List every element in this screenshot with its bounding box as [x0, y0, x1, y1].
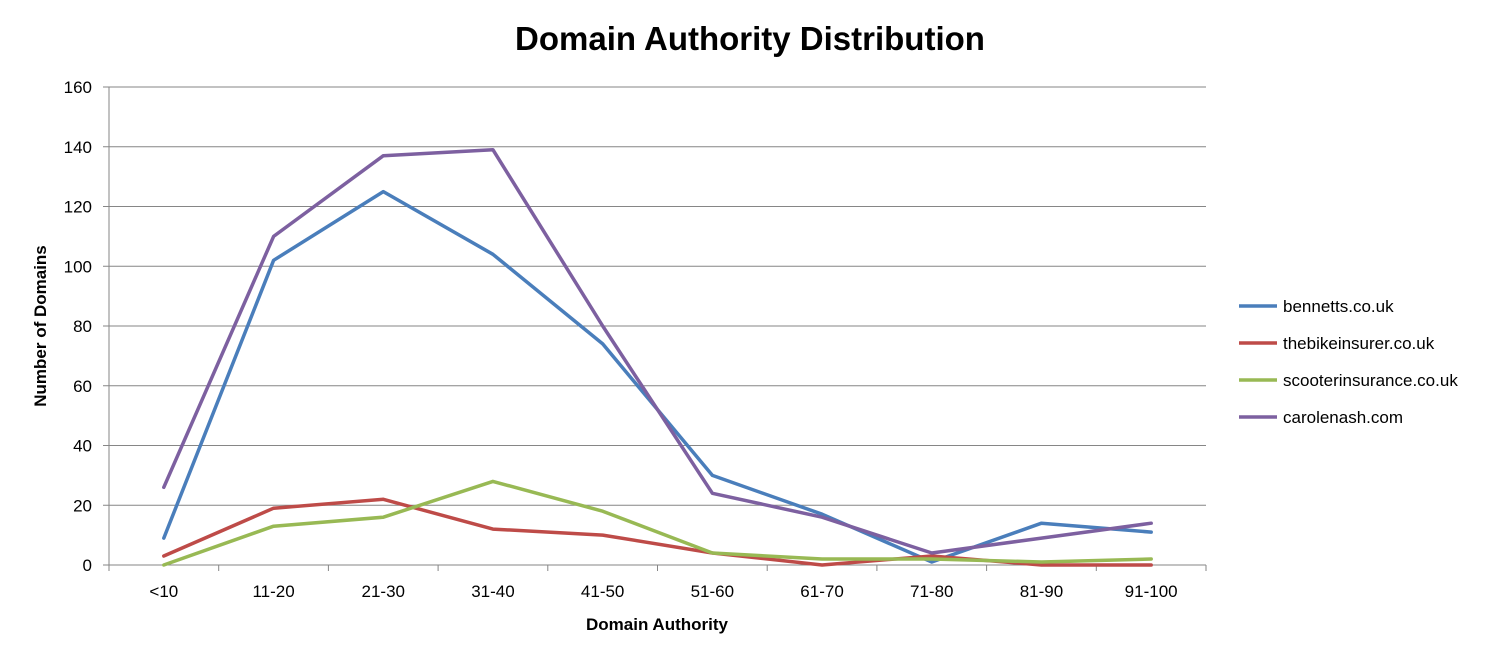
- x-tick-label: 51-60: [691, 582, 734, 601]
- x-tick-labels: <10 11-20 21-30 31-40 41-50 51-60 61-70 71-80 81…: [149, 582, 1177, 601]
- y-tick-label: 40: [73, 437, 92, 456]
- y-tick-label: 20: [73, 496, 92, 515]
- x-tick-label: 11-20: [252, 582, 294, 601]
- x-tick-label: 41-50: [581, 582, 624, 601]
- y-tick-label: 100: [64, 257, 92, 276]
- y-axis-title: Number of Domains: [31, 245, 50, 407]
- series-line-2: [162, 479, 1153, 567]
- y-tick-label: 120: [64, 198, 92, 217]
- series-lines: [162, 147, 1153, 567]
- y-tick-label: 60: [73, 377, 92, 396]
- gridlines: [109, 86, 1206, 506]
- y-tick-label: 160: [64, 78, 92, 97]
- legend-label: carolenash.com: [1283, 408, 1403, 427]
- x-tick-label: 81-90: [1020, 582, 1063, 601]
- series-line-3: [162, 147, 1153, 555]
- y-tick-label: 0: [83, 556, 92, 575]
- x-tick-label: 61-70: [800, 582, 843, 601]
- legend-label: bennetts.co.uk: [1283, 297, 1394, 316]
- x-tick-label: <10: [149, 582, 178, 601]
- chart-title: Domain Authority Distribution: [515, 20, 985, 57]
- legend-label: thebikeinsurer.co.uk: [1283, 334, 1435, 353]
- legend-label: scooterinsurance.co.uk: [1283, 371, 1458, 390]
- axes: [103, 86, 1207, 571]
- x-tick-label: 71-80: [910, 582, 953, 601]
- x-tick-label: 21-30: [362, 582, 405, 601]
- y-tick-label: 80: [73, 317, 92, 336]
- y-tick-label: 140: [64, 138, 92, 157]
- x-tick-label: 31-40: [471, 582, 514, 601]
- y-tick-labels: 0 20 40 60 80 100 120 140 160: [64, 78, 92, 575]
- x-tick-label: 91-100: [1125, 582, 1178, 601]
- legend: bennetts.co.uk thebikeinsurer.co.uk scoote…: [1239, 297, 1458, 427]
- x-axis-title: Domain Authority: [586, 615, 729, 634]
